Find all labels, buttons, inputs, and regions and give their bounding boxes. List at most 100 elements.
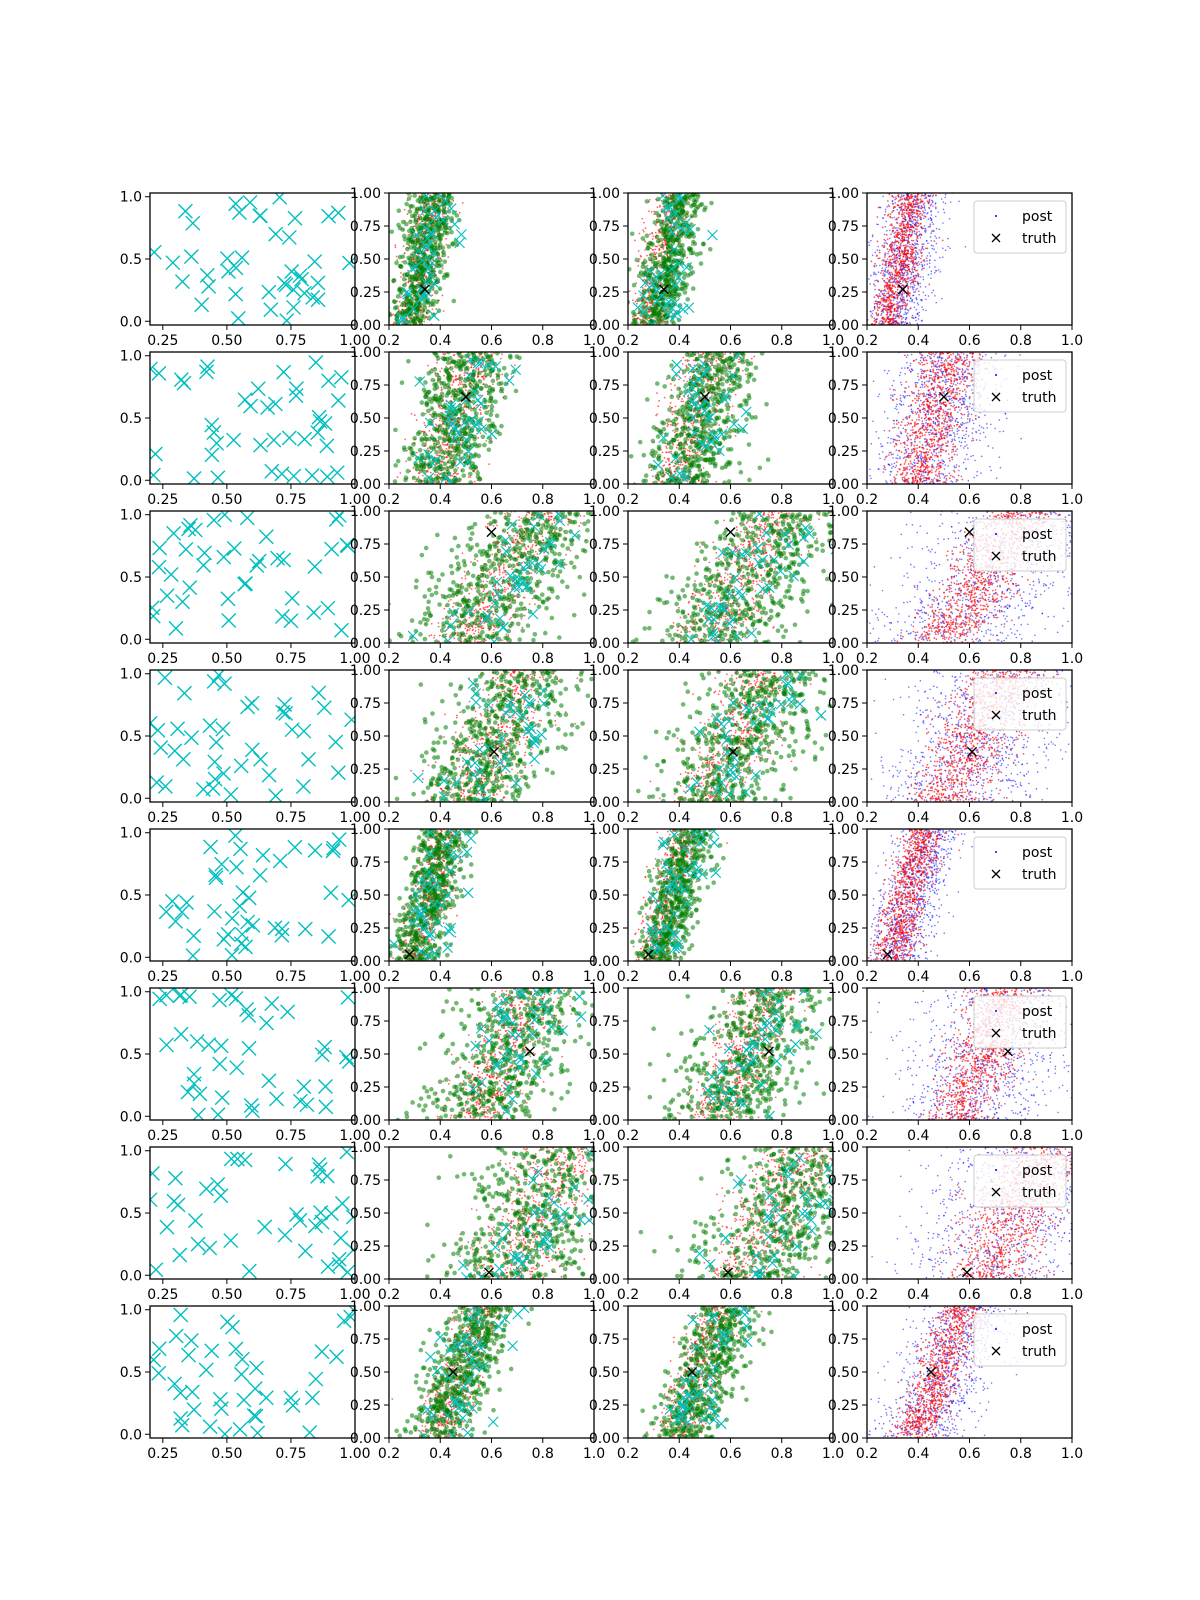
green-sample-point <box>674 237 680 243</box>
red-sample-point <box>906 245 909 248</box>
red-sample-point <box>911 253 914 256</box>
red-sample-point <box>883 213 886 216</box>
green-sample-point <box>681 275 687 280</box>
red-sample-point <box>896 293 898 296</box>
red-sample-point <box>893 320 895 323</box>
cyan-marker <box>415 284 427 295</box>
green-sample-point <box>420 308 426 314</box>
cyan-marker <box>406 263 418 274</box>
x-tick-label: 0.50 <box>211 492 242 508</box>
red-sample-point <box>889 298 892 301</box>
post-point <box>889 274 891 277</box>
cyan-marker <box>683 302 695 314</box>
red-sample-point <box>886 248 889 251</box>
red-sample-point <box>911 225 914 228</box>
red-sample-point <box>881 259 884 262</box>
post-point <box>900 322 903 324</box>
x-tick-label: 1.0 <box>822 333 844 349</box>
cyan-marker <box>198 364 214 380</box>
post-point <box>923 205 926 207</box>
red-sample-point <box>904 203 906 206</box>
post-point <box>877 223 879 226</box>
green-sample-point <box>429 225 434 231</box>
red-sample-point <box>917 210 920 212</box>
red-sample-point <box>394 246 397 249</box>
y-tick-label: 0.75 <box>350 219 381 235</box>
red-sample-point <box>884 281 887 284</box>
red-sample-point <box>899 234 902 237</box>
green-sample-point <box>422 215 428 221</box>
red-sample-point <box>883 308 886 311</box>
red-sample-point <box>459 374 462 376</box>
red-sample-point <box>902 265 905 268</box>
post-point <box>899 209 902 211</box>
post-point <box>913 256 916 258</box>
red-sample-point <box>894 262 896 265</box>
red-sample-point <box>403 208 406 211</box>
red-sample-point <box>635 302 638 305</box>
post-point <box>882 260 885 262</box>
red-sample-point <box>891 195 894 198</box>
red-sample-point <box>910 209 912 212</box>
green-sample-point <box>673 287 678 292</box>
red-sample-point <box>446 444 449 446</box>
post-point <box>927 273 930 276</box>
red-sample-point <box>882 293 884 296</box>
post-point <box>860 237 862 239</box>
post-point <box>883 258 885 261</box>
red-sample-point <box>887 299 890 302</box>
red-sample-point <box>896 305 899 308</box>
red-sample-point <box>897 236 899 239</box>
red-sample-point <box>914 205 917 208</box>
post-point <box>923 264 926 266</box>
red-sample-point <box>889 213 892 215</box>
cyan-marker <box>417 254 428 266</box>
post-point <box>911 213 914 216</box>
red-sample-point <box>889 258 892 261</box>
post-point <box>919 202 922 204</box>
post-point <box>888 249 891 251</box>
red-sample-point <box>894 236 896 239</box>
red-sample-point <box>890 276 893 279</box>
red-sample-point <box>915 251 918 253</box>
red-sample-point <box>921 214 924 216</box>
red-sample-point <box>907 213 910 216</box>
red-sample-point <box>458 421 461 424</box>
red-sample-point <box>904 256 907 259</box>
plot-area <box>628 193 718 325</box>
red-sample-point <box>413 414 416 417</box>
green-sample-point <box>411 475 417 481</box>
post-point <box>880 314 882 316</box>
red-sample-point <box>900 223 903 226</box>
red-sample-point <box>907 225 910 228</box>
x-tick-label: 0.4 <box>668 333 690 349</box>
post-point <box>939 256 941 259</box>
red-sample-point <box>888 322 891 325</box>
red-sample-point <box>895 234 897 236</box>
red-sample-point <box>907 211 910 214</box>
cyan-marker <box>426 257 438 269</box>
red-sample-point <box>875 311 878 314</box>
post-point <box>873 271 875 274</box>
x-tick-label: 0.8 <box>1010 333 1032 349</box>
red-sample-point <box>901 258 904 261</box>
red-sample-point <box>914 258 917 260</box>
red-sample-point <box>907 234 910 237</box>
red-sample-point <box>900 222 903 225</box>
post-point <box>886 229 888 232</box>
red-sample-point <box>920 255 923 257</box>
green-sample-point <box>392 299 398 305</box>
red-sample-point <box>402 245 405 248</box>
red-sample-point <box>921 243 924 246</box>
red-sample-point <box>425 275 428 278</box>
green-sample-point <box>659 306 665 312</box>
post-point <box>923 207 926 209</box>
red-sample-point <box>904 263 907 266</box>
red-sample-point <box>642 221 645 224</box>
cyan-marker <box>228 196 244 212</box>
post-point <box>896 227 898 229</box>
post-point <box>886 258 889 260</box>
post-point <box>914 255 917 257</box>
y-tick-label: 0.50 <box>350 252 381 268</box>
post-point <box>916 323 919 325</box>
